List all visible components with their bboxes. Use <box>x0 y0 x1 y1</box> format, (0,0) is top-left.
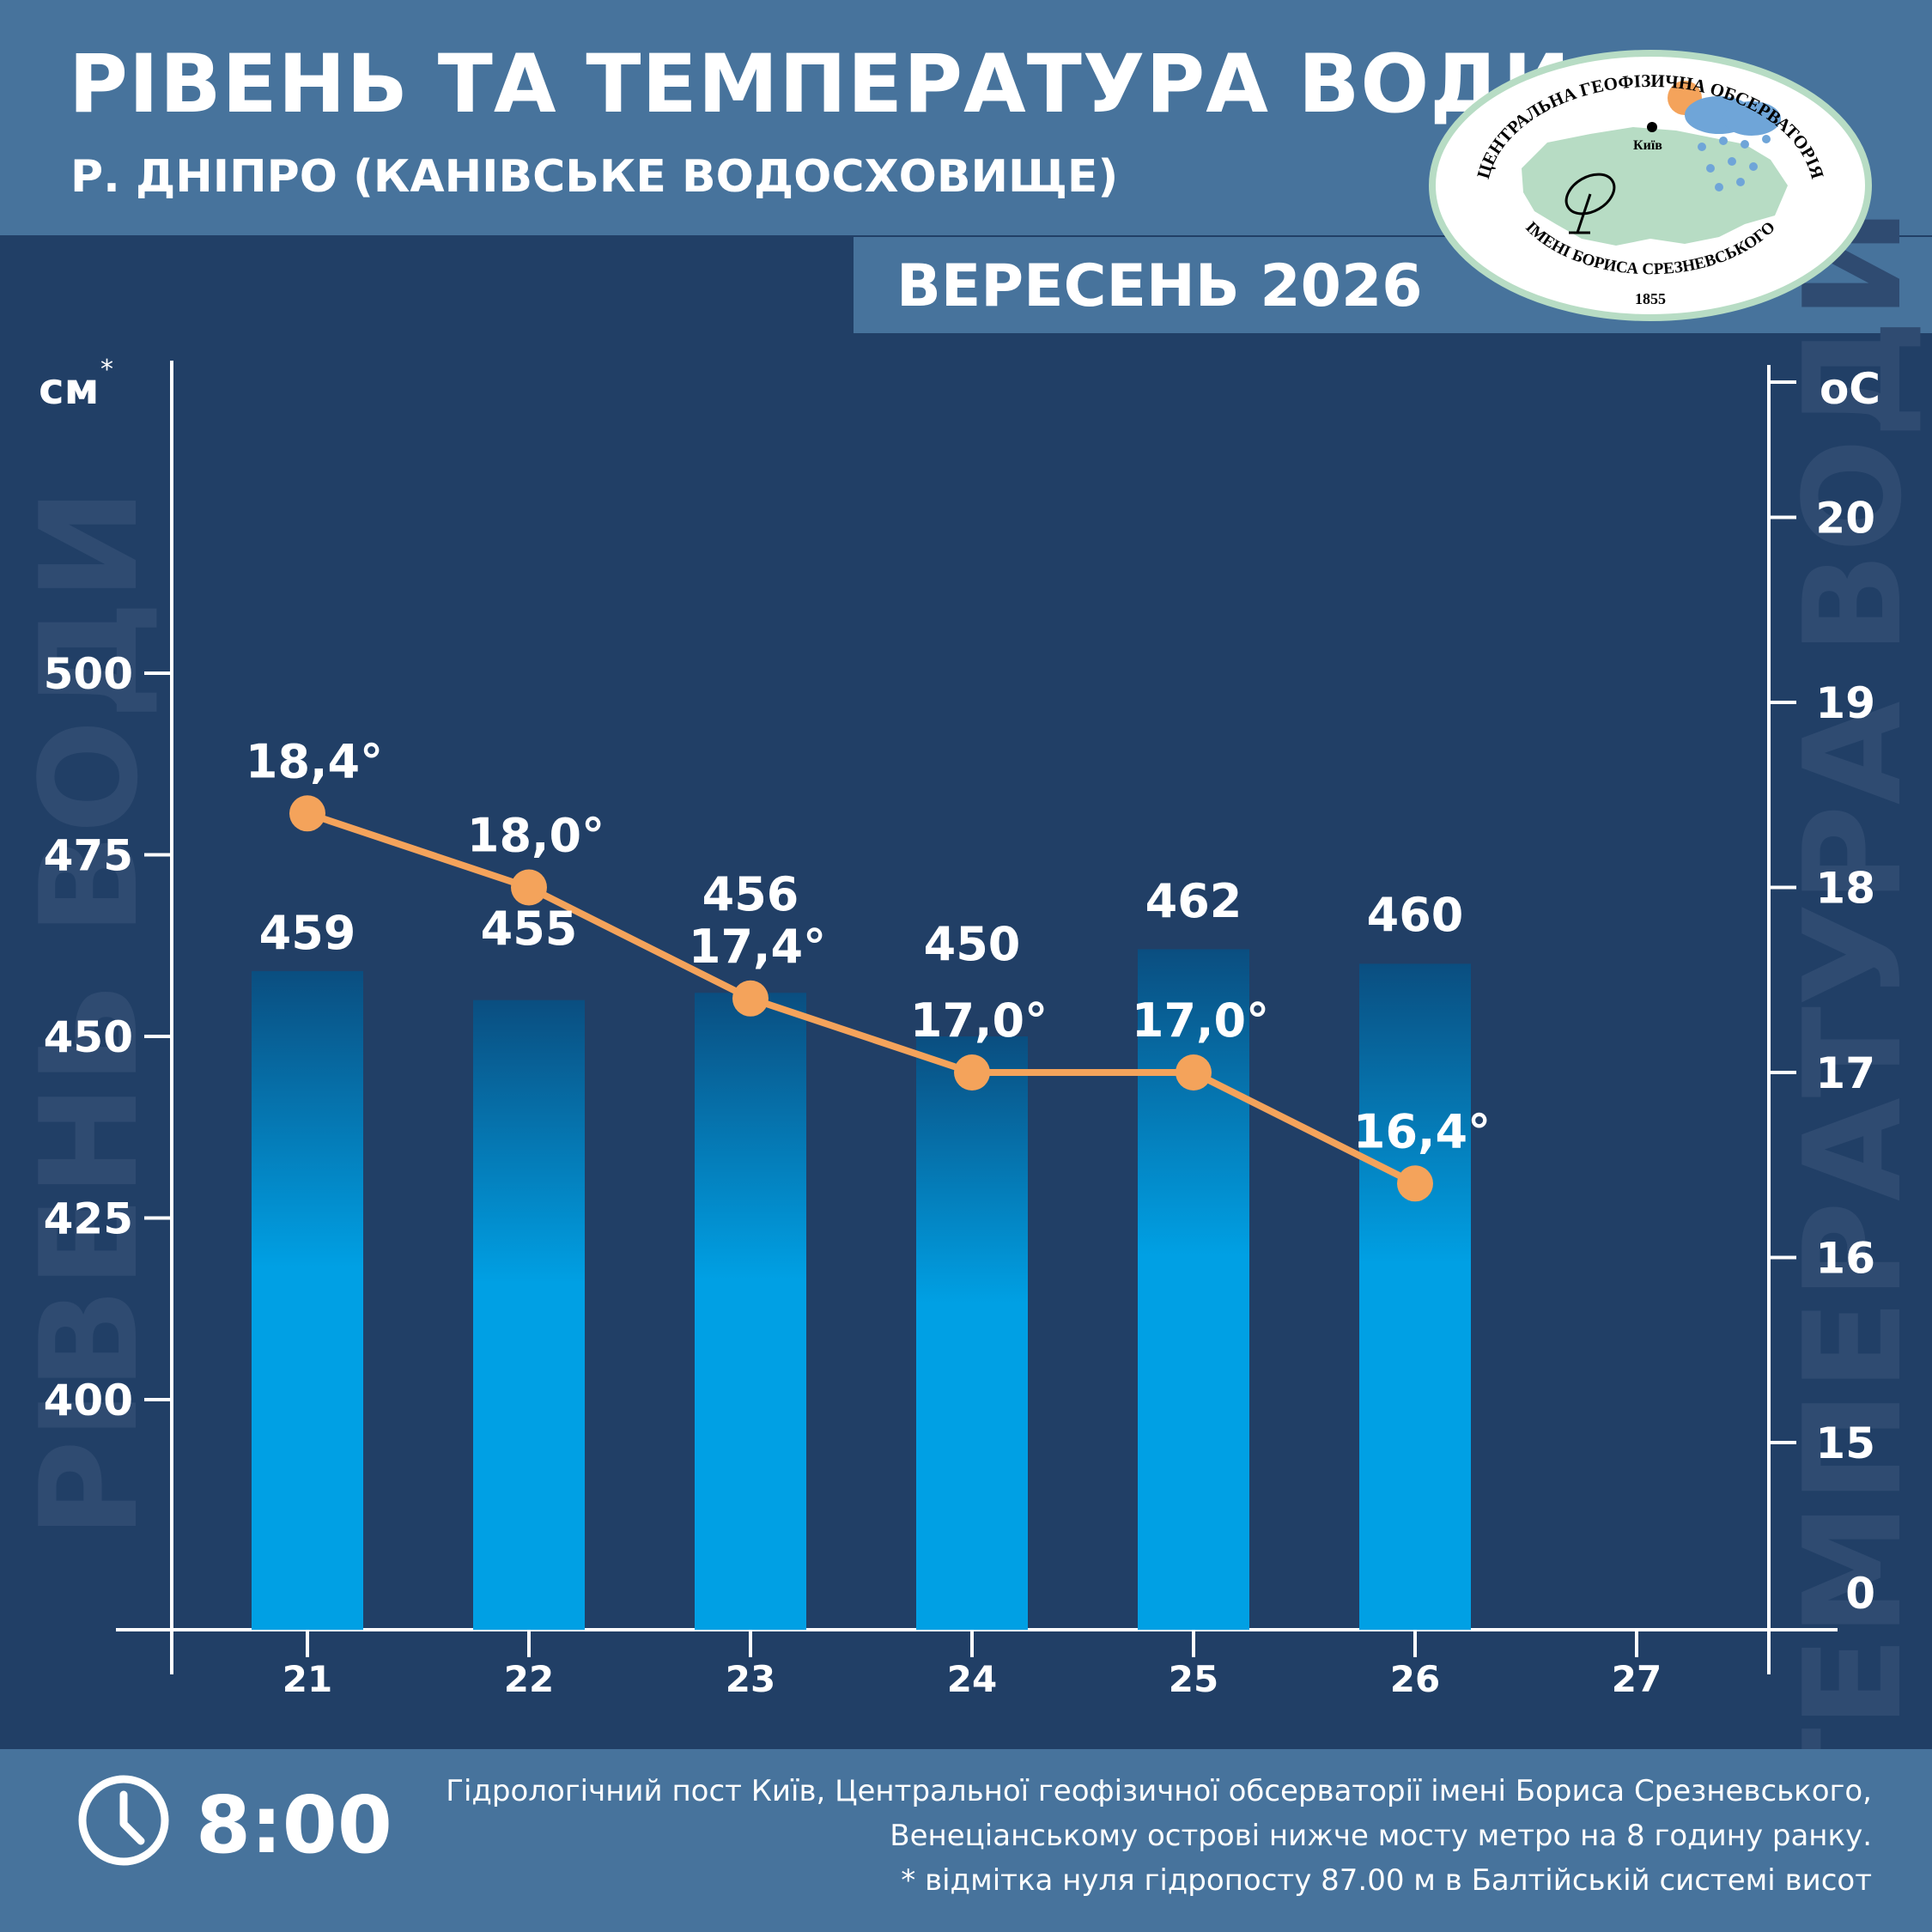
note-line-2: Венеціанському острові нижче мосту метро… <box>890 1819 1872 1853</box>
rain-cloud-icon <box>1685 96 1781 191</box>
x-axis-tick-label: 21 <box>283 1658 332 1700</box>
period-label: ВЕРЕСЕНЬ 2026 <box>896 252 1423 320</box>
level-bar <box>473 999 585 1630</box>
footer-notes: Гідрологічний пост Київ, Центральної гео… <box>446 1769 1872 1903</box>
x-axis-tick-label: 23 <box>726 1658 775 1700</box>
temperature-value-label: 16,4° <box>1353 1104 1491 1158</box>
level-bar <box>252 970 363 1630</box>
level-bar <box>695 993 806 1630</box>
logo-year: 1855 <box>1635 290 1666 307</box>
observation-time: 8:00 <box>196 1779 392 1871</box>
level-value-label: 462 <box>1145 874 1242 928</box>
right-axis-tick-label: 16 <box>1815 1234 1875 1284</box>
temperature-value-label: 17,0° <box>910 993 1048 1048</box>
x-axis-tick-label: 27 <box>1612 1658 1662 1700</box>
left-axis-unit-asterisk: * <box>100 355 113 385</box>
satellite-dish-icon <box>1564 173 1616 234</box>
left-axis-tick-label: 450 <box>44 1012 133 1062</box>
temperature-point <box>289 795 325 832</box>
temperature-value-label: 18,0° <box>467 809 605 863</box>
temperature-point <box>511 869 547 906</box>
ukraine-map-icon <box>1522 127 1788 246</box>
x-axis-tick-label: 22 <box>504 1658 554 1700</box>
level-value-label: 455 <box>481 902 578 956</box>
clock-icon <box>78 1775 169 1866</box>
note-line-1: Гідрологічний пост Київ, Центральної гео… <box>446 1774 1872 1808</box>
temperature-value-label: 18,4° <box>246 734 383 788</box>
footer-band <box>0 1749 1932 1932</box>
page-subtitle: Р. ДНІПРО (КАНІВСЬКЕ ВОДОСХОВИЩЕ) <box>70 151 1119 203</box>
temperature-point <box>1397 1165 1433 1202</box>
right-axis-tick-label: 18 <box>1815 864 1875 914</box>
x-axis-tick-label: 24 <box>947 1658 997 1700</box>
right-axis-tick-label: 17 <box>1815 1048 1875 1098</box>
right-axis-tick-label: 20 <box>1815 494 1875 544</box>
left-axis-watermark-title: РІВЕНЬ ВОДИ <box>11 489 167 1539</box>
temperature-line <box>306 810 1417 1187</box>
left-axis-tick-label: 425 <box>44 1194 133 1244</box>
level-value-label: 450 <box>924 917 1021 971</box>
level-value-label: 456 <box>702 867 799 921</box>
note-line-3: * відмітка нуля гідропосту 87.00 м в Бал… <box>901 1863 1872 1898</box>
kyiv-marker-icon <box>1647 122 1657 132</box>
temperature-point <box>1176 1054 1212 1091</box>
left-axis-tick-label: 475 <box>44 831 133 881</box>
x-axis-tick-label: 25 <box>1169 1658 1218 1700</box>
level-value-label: 459 <box>259 906 356 960</box>
temperature-point <box>732 980 769 1017</box>
right-axis-tick-label: 19 <box>1815 678 1875 728</box>
left-axis-tick-label: 400 <box>44 1376 133 1425</box>
temperature-value-label: 17,4° <box>689 920 826 974</box>
right-axis-tick-label: 15 <box>1815 1419 1875 1468</box>
right-axis-tick-label: 0 <box>1845 1569 1875 1619</box>
level-bar <box>1359 963 1471 1630</box>
temperature-point <box>954 1054 990 1091</box>
left-axis-tick-label: 500 <box>44 649 133 699</box>
observatory-logo: Київ ЦЕНТРАЛЬНА ГЕОФІЗИЧНА ОБСЕРВАТОРІЯ … <box>1429 50 1872 321</box>
left-axis-unit: см <box>39 364 100 414</box>
level-bar <box>916 1036 1028 1630</box>
right-axis-unit: оС <box>1820 364 1880 414</box>
logo-city: Київ <box>1633 138 1662 153</box>
right-axis-watermark-title: ТЕМПЕРАТУРА ВОДИ <box>1775 207 1931 1819</box>
page-title: РІВЕНЬ ТА ТЕМПЕРАТУРА ВОДИ <box>69 38 1571 131</box>
x-axis-tick-label: 26 <box>1390 1658 1440 1700</box>
temperature-value-label: 17,0° <box>1132 993 1269 1048</box>
level-bar <box>1138 949 1249 1630</box>
level-value-label: 460 <box>1367 888 1464 942</box>
